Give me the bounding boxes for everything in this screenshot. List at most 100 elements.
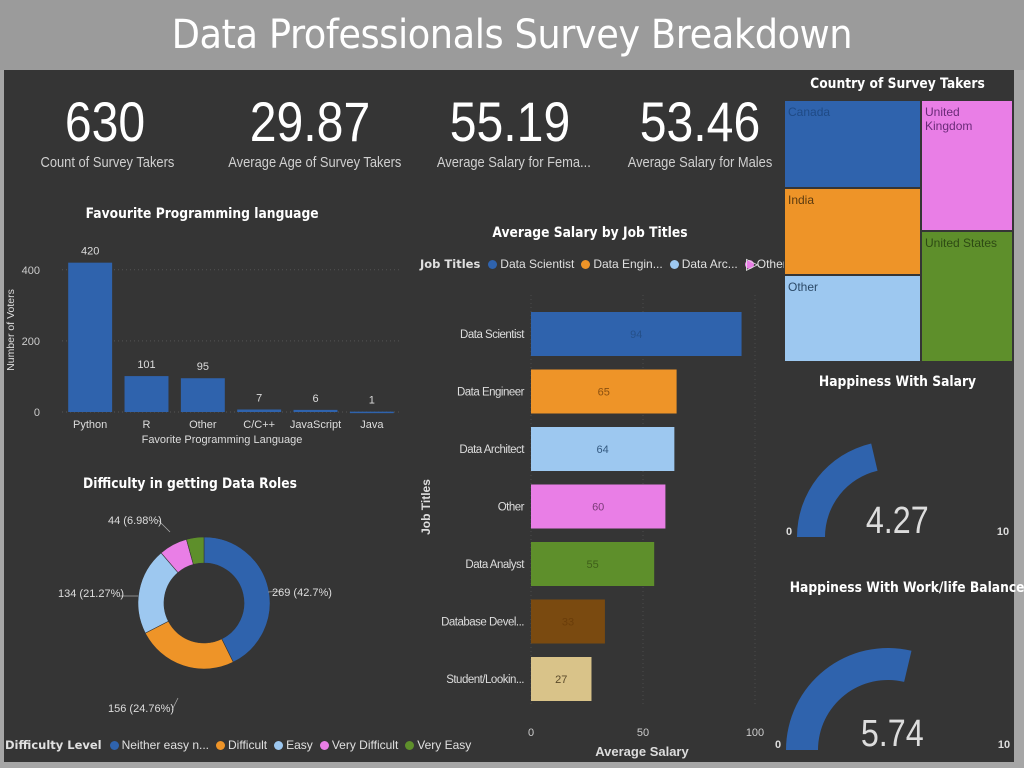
treemap-cell-india[interactable]: India	[784, 188, 921, 275]
page-title: Data Professionals Survey Breakdown	[171, 12, 853, 58]
data-label: 420	[81, 246, 99, 258]
legend-item[interactable]: Other	[744, 257, 787, 271]
slice-data-label: 134 (21.27%)	[58, 588, 124, 600]
bar-3	[531, 484, 666, 529]
legend-dot-icon	[744, 259, 754, 269]
programming-bar-chart[interactable]: 0 200 400 420 Python 101 R 95 Other 7 C/C++ 6 JavaSc…	[0, 230, 410, 455]
gauge-max-label: 10	[998, 739, 1010, 751]
donut-slice-1	[144, 620, 234, 670]
data-label: 1	[369, 395, 375, 407]
kpi-value: 29.87	[249, 90, 371, 153]
legend-title: Job Titles	[420, 257, 481, 271]
bar-python	[68, 262, 113, 412]
gauge-value: 4.27	[866, 500, 929, 542]
legend-label: Data Scientist	[500, 257, 575, 271]
legend-item[interactable]: Neither easy n...	[109, 738, 209, 752]
data-label: 65	[598, 387, 610, 399]
slice-data-label: 44 (6.98%)	[108, 515, 162, 527]
kpi-label: Average Salary for Males	[627, 154, 773, 171]
y-axis-title: Number of Voters	[5, 289, 17, 371]
legend-next-arrow-icon[interactable]: ▷	[746, 256, 759, 273]
treemap-cell-canada[interactable]: Canada	[784, 100, 921, 188]
x-tick-label: R	[143, 419, 151, 431]
gauge-fill	[786, 648, 912, 750]
x-tick-label: Python	[73, 419, 107, 431]
data-label: 7	[256, 393, 262, 405]
treemap-label: Other	[788, 280, 819, 294]
x-tick-label: 50	[637, 727, 649, 739]
legend-dot-icon	[274, 740, 284, 750]
y-tick-label: 0	[34, 407, 40, 419]
data-label: 60	[592, 502, 604, 514]
treemap-label: Canada	[788, 105, 831, 119]
legend-item[interactable]: Data Arc...	[669, 257, 738, 271]
x-tick-label: JavaScript	[290, 419, 341, 431]
kpi-card-age[interactable]: 29.87 Average Age of Survey Takers	[215, 90, 405, 171]
legend-label: Easy	[286, 738, 313, 752]
legend-dot-icon	[405, 740, 415, 750]
y-tick-label: Data Architect	[459, 444, 525, 456]
difficulty-donut-chart[interactable]: 269 (42.7%) 156 (24.76%) 134 (21.27%) 44 (6…	[0, 500, 410, 730]
gauge-happiness-salary[interactable]: 4.27 0 10	[780, 395, 1020, 545]
kpi-label: Average Salary for Fema...	[436, 154, 591, 171]
treemap-cell-other[interactable]: Other	[784, 275, 921, 362]
kpi-card-male-salary[interactable]: 53.46 Average Salary for Males	[615, 90, 785, 171]
legend-dot-icon	[216, 740, 225, 750]
gauge-fill	[797, 443, 878, 537]
difficulty-legend: Difficulty Level Neither easy n... Diffic…	[5, 738, 474, 752]
data-label: 33	[562, 617, 574, 629]
country-treemap[interactable]: Canada India Other United Kingdom United Sta…	[784, 100, 1014, 362]
title-bar: Data Professionals Survey Breakdown	[0, 0, 1024, 70]
salary-bar-chart[interactable]: 0 50 100 94 Data Scientist 65 Data Engineer 64 D…	[410, 285, 780, 765]
bar-1	[531, 369, 677, 414]
x-tick-label: 100	[746, 727, 764, 739]
data-label: 64	[597, 444, 609, 456]
leader-line	[157, 519, 171, 533]
legend-label: Very Difficult	[331, 738, 399, 752]
kpi-card-count[interactable]: 630 Count of Survey Takers	[30, 90, 180, 171]
data-label: 27	[555, 674, 567, 686]
y-tick-label: Data Engineer	[457, 387, 525, 399]
kpi-card-female-salary[interactable]: 55.19 Average Salary for Fema...	[425, 90, 595, 171]
legend-item[interactable]: Difficult	[216, 738, 267, 752]
salary-chart-title: Average Salary by Job Titles	[492, 225, 688, 241]
gauge-min-label: 0	[786, 526, 792, 538]
bar-5	[531, 599, 605, 644]
treemap-cell-united-states[interactable]: United States	[921, 231, 1013, 362]
treemap-label: United States	[925, 236, 998, 250]
donut-slice-0	[203, 536, 271, 663]
data-label: 55	[586, 559, 598, 571]
treemap-cell-united-kingdom[interactable]: United Kingdom	[921, 100, 1013, 231]
legend-dot-icon	[488, 259, 498, 269]
country-chart-title: Country of Survey Takers	[810, 76, 985, 92]
x-axis-title: Average Salary	[595, 744, 689, 759]
x-tick-label: 0	[528, 727, 534, 739]
bar-other	[180, 378, 225, 412]
gauge-happiness-worklife[interactable]: 5.74 0 10	[770, 605, 1020, 760]
data-label: 101	[137, 359, 155, 371]
slice-data-label: 269 (42.7%)	[272, 587, 332, 599]
legend-label: Difficult	[228, 738, 268, 752]
y-tick-label: Student/Lookin...	[446, 674, 524, 686]
legend-label: Very Easy	[417, 738, 472, 752]
bar-java	[349, 411, 394, 414]
legend-item[interactable]: Easy	[274, 738, 313, 752]
data-label: 6	[312, 393, 318, 405]
legend-item[interactable]: Very Difficult	[319, 738, 399, 752]
y-tick-label: Data Scientist	[460, 329, 525, 341]
leader-line	[267, 590, 283, 593]
x-axis-title: Favorite Programming Language	[142, 434, 303, 446]
legend-label: Other	[756, 257, 787, 271]
x-tick-label: C/C++	[243, 419, 275, 431]
legend-item[interactable]: Data Engin...	[581, 257, 663, 271]
slice-data-label: 156 (24.76%)	[108, 703, 174, 715]
x-tick-label: Other	[189, 419, 217, 431]
legend-dot-icon	[581, 259, 591, 269]
kpi-label: Count of Survey Takers	[40, 154, 175, 171]
y-axis-title: Job Titles	[419, 479, 433, 535]
legend-item[interactable]: Data Scientist	[488, 257, 574, 271]
data-label: 95	[197, 361, 209, 373]
kpi-label: Average Age of Survey Takers	[228, 154, 402, 171]
legend-item[interactable]: Very Easy	[405, 738, 471, 752]
donut-slice-4	[186, 536, 205, 565]
